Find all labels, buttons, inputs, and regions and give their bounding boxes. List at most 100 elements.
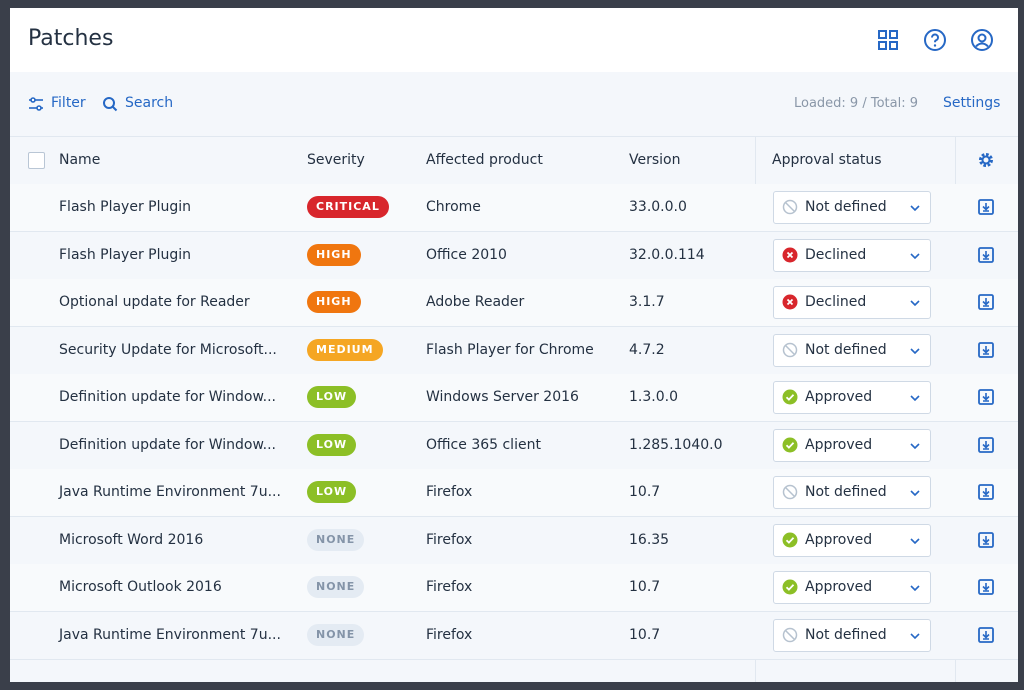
dropdown-chevron	[910, 442, 920, 449]
patch-name: Flash Player Plugin	[59, 199, 192, 215]
approval-dropdown[interactable]: Declined	[773, 238, 931, 272]
patches-panel: Patches Filter Search Loaded: 9 / Total:…	[10, 8, 1018, 682]
status-icon	[782, 389, 798, 405]
severity-badge: CRITICAL	[307, 196, 389, 218]
status-icon	[782, 484, 798, 500]
approval-dropdown[interactable]: Not defined	[773, 333, 931, 367]
status-icon	[782, 342, 798, 357]
affected-product: Chrome	[426, 199, 481, 215]
affected-product: Office 2010	[426, 246, 507, 263]
approval-status: Declined	[805, 246, 867, 263]
patch-name: Java Runtime Environment 7u...	[59, 626, 281, 643]
patch-row: Definition update for Window... LOW Window…	[10, 374, 1018, 422]
approval-status: Approved	[805, 389, 873, 405]
status-icon	[782, 579, 798, 595]
severity-badge: LOW	[307, 433, 357, 456]
severity-badge: NONE	[307, 623, 365, 646]
filter-button[interactable]: Filter	[51, 95, 86, 111]
affected-product: Firefox	[426, 484, 473, 500]
dropdown-chevron	[910, 632, 920, 639]
table-header: Name Severity Affected product Version Appro…	[10, 136, 1018, 185]
install-button[interactable]	[978, 579, 994, 595]
severity-badge: LOW	[307, 386, 357, 408]
patch-name: Definition update for Window...	[59, 436, 276, 453]
affected-product: Flash Player for Chrome	[426, 341, 594, 358]
install-button[interactable]	[978, 199, 994, 215]
install-button[interactable]	[978, 531, 994, 548]
affected-product: Adobe Reader	[426, 294, 525, 310]
patch-name: Definition update for Window...	[59, 389, 276, 405]
patch-row: Microsoft Outlook 2016 NONE Firefox 10.7 App…	[10, 564, 1018, 612]
affected-product: Office 365 client	[426, 436, 541, 453]
approval-dropdown[interactable]: Declined	[773, 286, 931, 319]
approval-dropdown[interactable]: Not defined	[773, 618, 931, 652]
patch-name: Security Update for Microsoft...	[59, 341, 277, 358]
version: 16.35	[629, 531, 670, 548]
patch-row: Java Runtime Environment 7u... LOW Firefox…	[10, 469, 1018, 517]
dropdown-chevron	[910, 537, 920, 544]
install-button[interactable]	[978, 341, 994, 358]
patch-row: Security Update for Microsoft... MEDIUM Fl…	[10, 326, 1018, 375]
severity-badge: MEDIUM	[307, 338, 383, 361]
status-icon	[782, 199, 798, 215]
column-header: Approval status	[772, 152, 882, 168]
version: 33.0.0.0	[629, 199, 687, 215]
patch-name: Optional update for Reader	[59, 294, 250, 310]
status-icon	[782, 247, 798, 262]
install-button[interactable]	[978, 484, 994, 500]
dropdown-chevron	[910, 205, 920, 211]
column-settings-icon[interactable]	[977, 151, 995, 169]
approval-dropdown[interactable]: Not defined	[773, 191, 931, 224]
dropdown-chevron	[910, 300, 920, 306]
filter-icon[interactable]	[28, 96, 44, 112]
approval-dropdown[interactable]: Approved	[773, 428, 931, 462]
status-icon	[782, 627, 798, 642]
approval-status: Approved	[805, 436, 873, 453]
account-icon[interactable]	[970, 28, 994, 52]
severity-badge: HIGH	[307, 243, 361, 266]
dropdown-chevron	[910, 347, 920, 354]
status-icon	[782, 437, 798, 452]
patch-name: Flash Player Plugin	[59, 246, 192, 263]
affected-product: Firefox	[426, 579, 473, 595]
approval-status: Approved	[805, 531, 873, 548]
version: 3.1.7	[629, 294, 665, 310]
severity-badge: NONE	[307, 528, 365, 551]
patch-row: Java Runtime Environment 7u... NONE Firefo…	[10, 611, 1018, 660]
version: 10.7	[629, 626, 661, 643]
approval-status: Approved	[805, 579, 873, 595]
dropdown-chevron	[910, 585, 920, 591]
patch-row: Optional update for Reader HIGH Adobe Read…	[10, 279, 1018, 327]
install-button[interactable]	[978, 294, 994, 310]
approval-dropdown[interactable]: Approved	[773, 523, 931, 557]
approval-dropdown[interactable]: Not defined	[773, 476, 931, 509]
install-button[interactable]	[978, 436, 994, 453]
severity-badge: NONE	[307, 576, 365, 598]
install-button[interactable]	[978, 626, 994, 643]
search-button[interactable]: Search	[125, 95, 174, 111]
apps-icon[interactable]	[876, 28, 900, 52]
loaded-count: Loaded: 9 / Total: 9	[793, 96, 918, 111]
help-icon[interactable]	[923, 28, 947, 52]
patch-name: Microsoft Outlook 2016	[59, 579, 222, 595]
install-button[interactable]	[978, 389, 994, 405]
status-icon	[782, 532, 798, 547]
approval-dropdown[interactable]: Approved	[773, 381, 931, 414]
dropdown-chevron	[910, 252, 920, 259]
search-icon[interactable]	[102, 96, 118, 112]
version: 4.7.2	[629, 341, 665, 358]
column-header: Name	[59, 152, 101, 168]
settings-link[interactable]: Settings	[943, 95, 1001, 111]
affected-product: Firefox	[426, 531, 473, 548]
select-all-checkbox[interactable]	[28, 152, 45, 169]
approval-status: Declined	[805, 294, 867, 310]
version: 32.0.0.114	[629, 246, 705, 263]
approval-dropdown[interactable]: Approved	[773, 571, 931, 604]
dropdown-chevron	[910, 395, 920, 401]
patch-row: Flash Player Plugin HIGH Office 2010 32.0.0…	[10, 231, 1018, 280]
install-button[interactable]	[978, 246, 994, 263]
toolbar: Filter Search Loaded: 9 / Total: 9 Setti…	[10, 72, 1018, 136]
affected-product: Firefox	[426, 626, 473, 643]
approval-status: Not defined	[805, 199, 887, 215]
